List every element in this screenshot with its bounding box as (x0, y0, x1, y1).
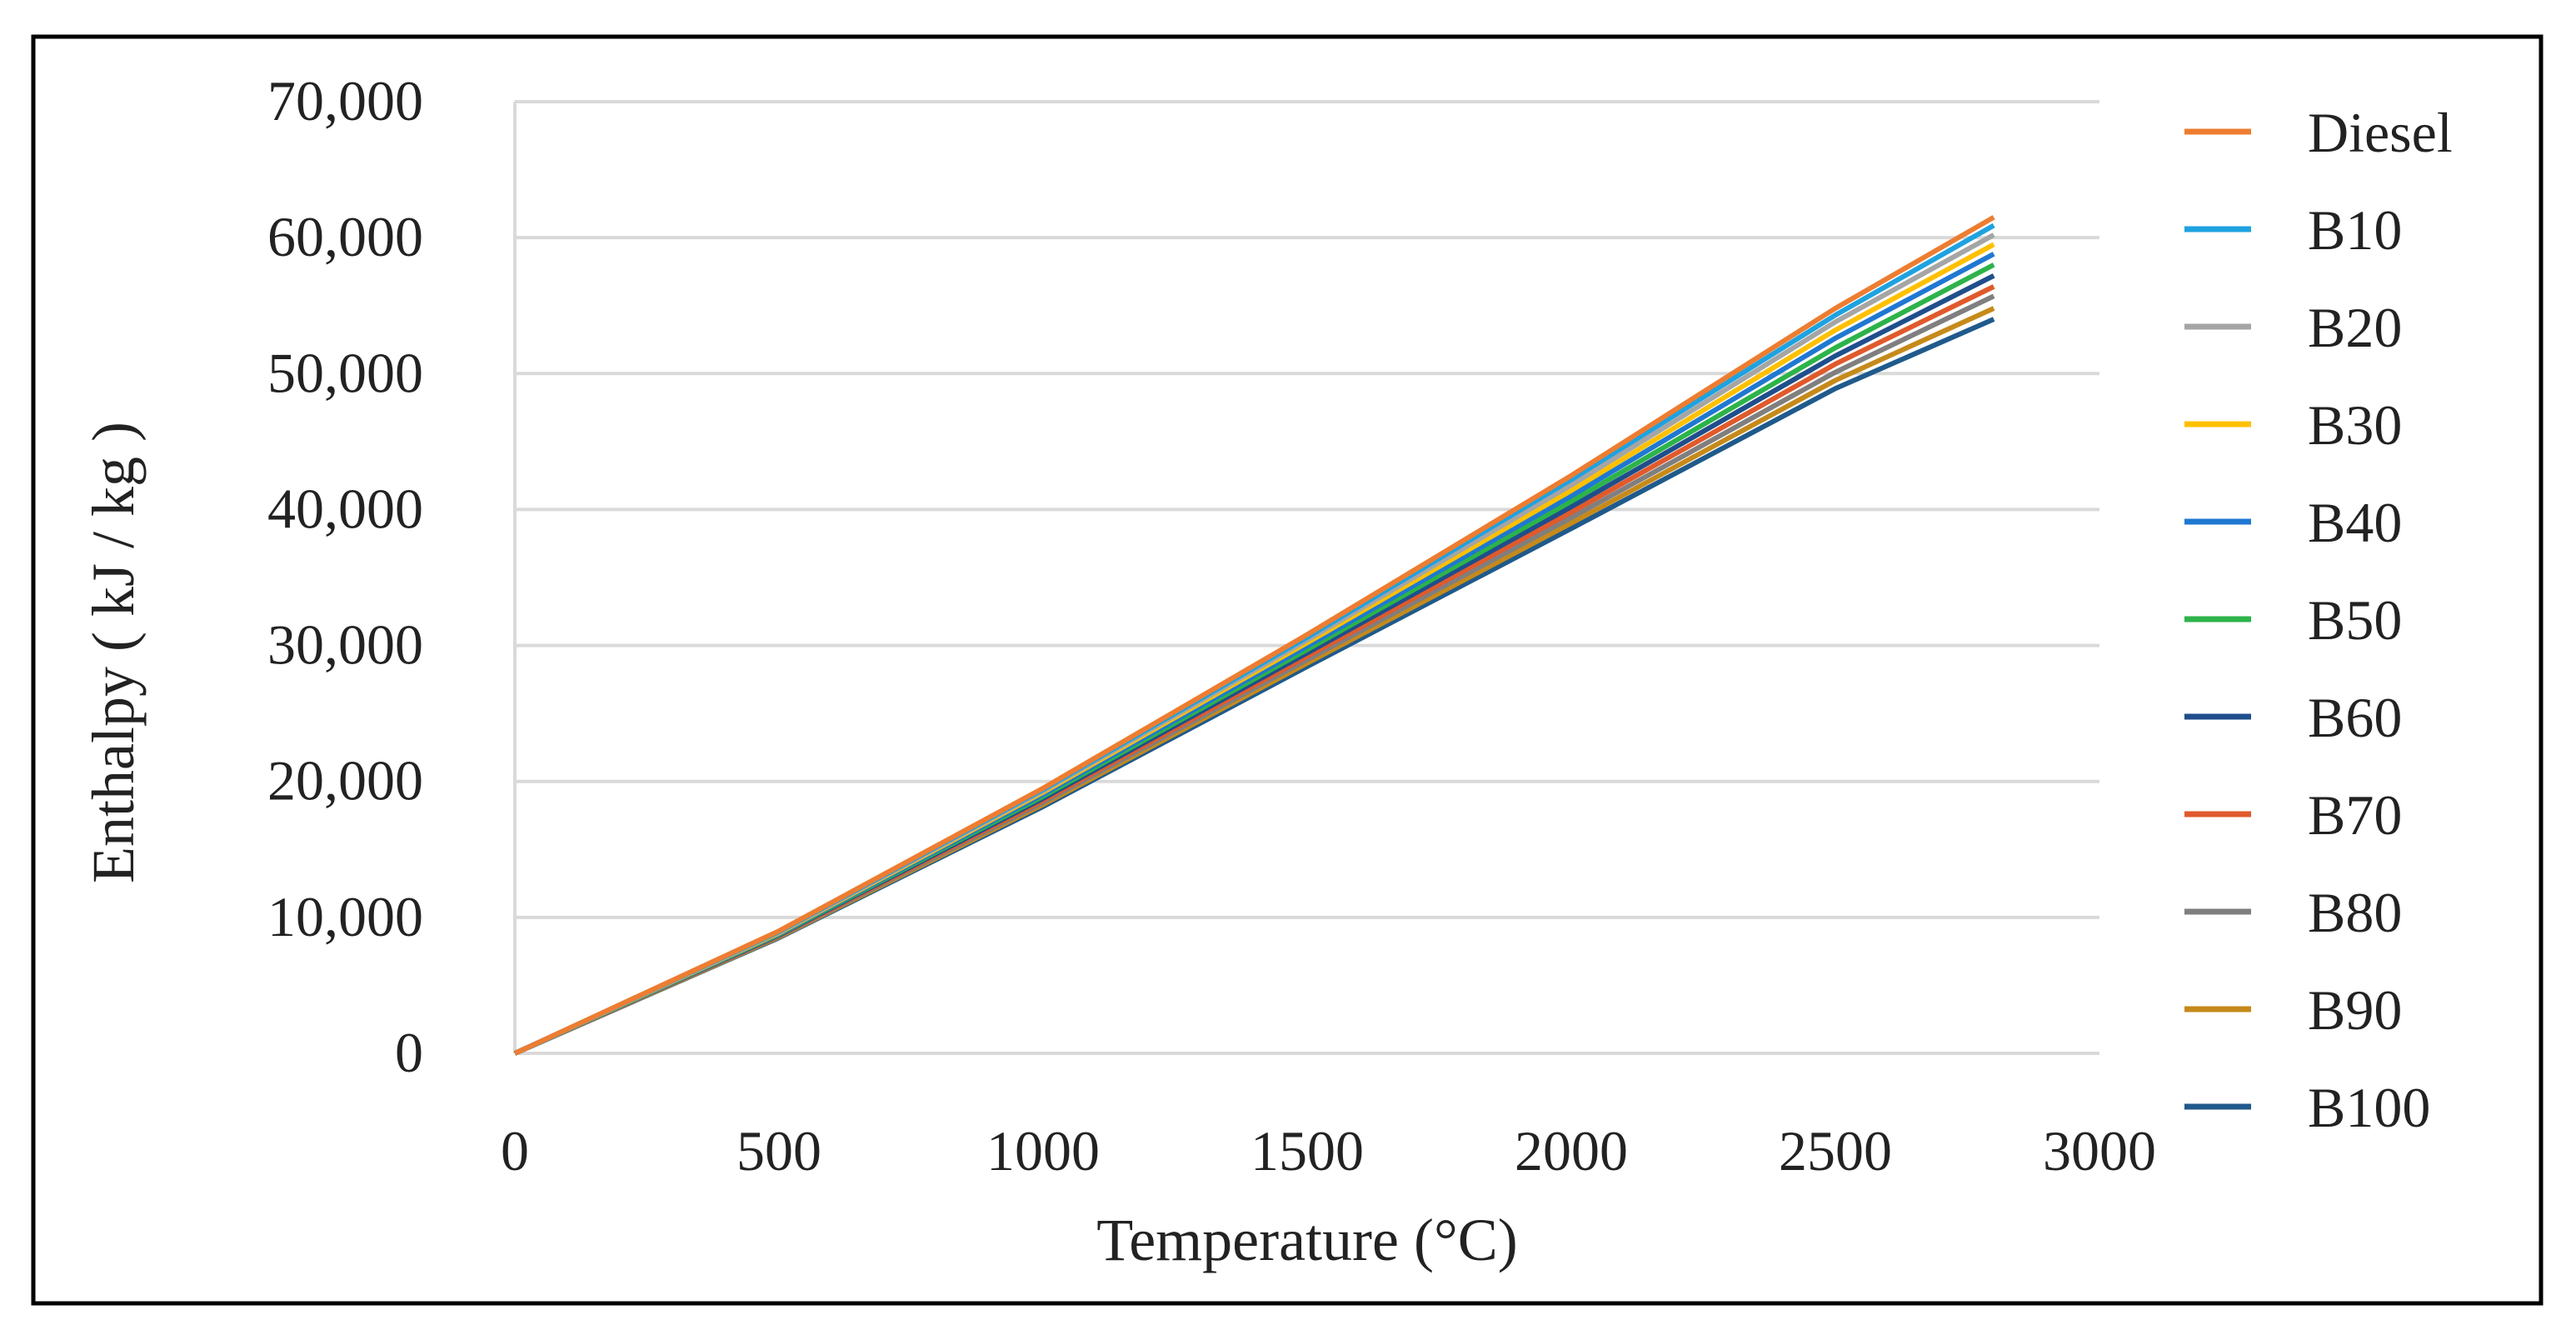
series-lines (513, 215, 1995, 1056)
y-axis-title: Enthalpy ( kJ / kg ) (80, 422, 147, 883)
legend-label: B40 (2308, 491, 2402, 554)
legend-label: B100 (2308, 1076, 2430, 1139)
series-line-diesel (513, 215, 1995, 1056)
y-tick-label: 10,000 (267, 885, 423, 948)
x-tick-label: 3000 (2043, 1119, 2156, 1182)
legend-label: B10 (2308, 198, 2402, 262)
legend-label: Diesel (2308, 101, 2453, 164)
x-tick-label: 1000 (986, 1119, 1100, 1182)
legend-label: B50 (2308, 588, 2402, 652)
x-axis-title: Temperature (°C) (1096, 1207, 1518, 1273)
legend-label: B70 (2308, 783, 2402, 847)
x-tick-label: 2000 (1515, 1119, 1628, 1182)
y-tick-label: 0 (395, 1021, 423, 1084)
legend-label: B60 (2308, 686, 2402, 749)
y-tick-label: 40,000 (267, 477, 423, 540)
legend-label: B30 (2308, 393, 2402, 457)
legend-label: B80 (2308, 881, 2402, 944)
y-tick-label: 20,000 (267, 749, 423, 812)
y-tick-label: 60,000 (267, 205, 423, 268)
y-tick-label: 30,000 (267, 613, 423, 677)
legend-label: B90 (2308, 978, 2402, 1042)
x-tick-labels: 0 500 1000 1500 2000 2500 3000 (501, 1119, 2156, 1182)
x-tick-label: 500 (736, 1119, 821, 1182)
x-tick-label: 2500 (1779, 1119, 1892, 1182)
y-tick-labels: 0 10,000 20,000 30,000 40,000 50,000 60,000 70,… (267, 69, 423, 1084)
x-tick-label: 0 (501, 1119, 529, 1182)
x-tick-label: 1500 (1251, 1119, 1364, 1182)
y-tick-label: 70,000 (267, 69, 423, 132)
legend-label: B20 (2308, 296, 2402, 359)
y-tick-label: 50,000 (267, 341, 423, 404)
legend: Diesel B10 B20 B30 B40 B50 B60 B70 B80 B90 B100 (2184, 101, 2453, 1139)
